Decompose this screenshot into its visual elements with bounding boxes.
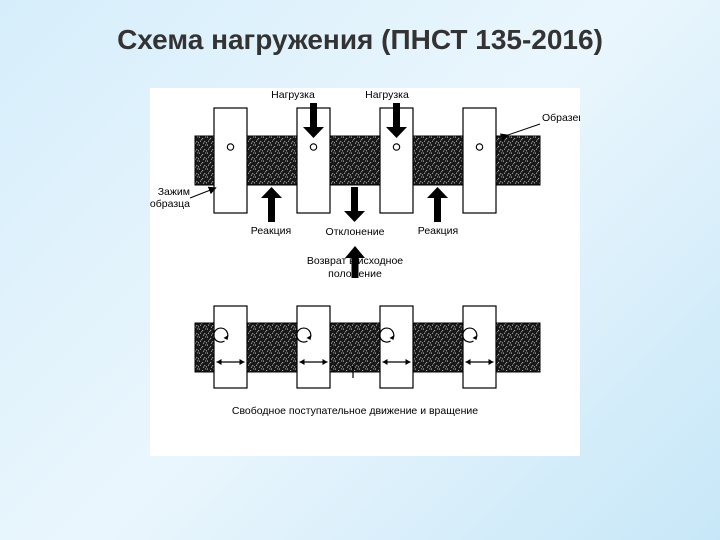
label-zazhim-2: образца (150, 198, 190, 210)
label-nagruzka-1: Нагрузка (271, 89, 315, 101)
bottom-caption: Свободное поступательное движение и вращ… (232, 405, 478, 417)
label-obrazec: Образец (542, 112, 580, 124)
page-title: Схема нагружения (ПНСТ 135-2016) (0, 0, 720, 56)
label-zazhim-1: Зажим (158, 186, 190, 198)
label-reakcia-r: Реакция (418, 225, 458, 237)
diagram-figure: Нагрузка Нагрузка Образец Зажим образца … (150, 88, 580, 456)
label-nagruzka-2: Нагрузка (365, 89, 409, 101)
label-otklon: Отклонение (326, 226, 385, 238)
label-vozvrat-2: положение (328, 268, 382, 280)
label-reakcia-l: Реакция (251, 225, 291, 237)
arrow-deflection (344, 187, 365, 222)
diagram-svg: Нагрузка Нагрузка Образец Зажим образца … (150, 88, 580, 456)
label-vozvrat-1b: Возврат в исходное (307, 255, 403, 267)
